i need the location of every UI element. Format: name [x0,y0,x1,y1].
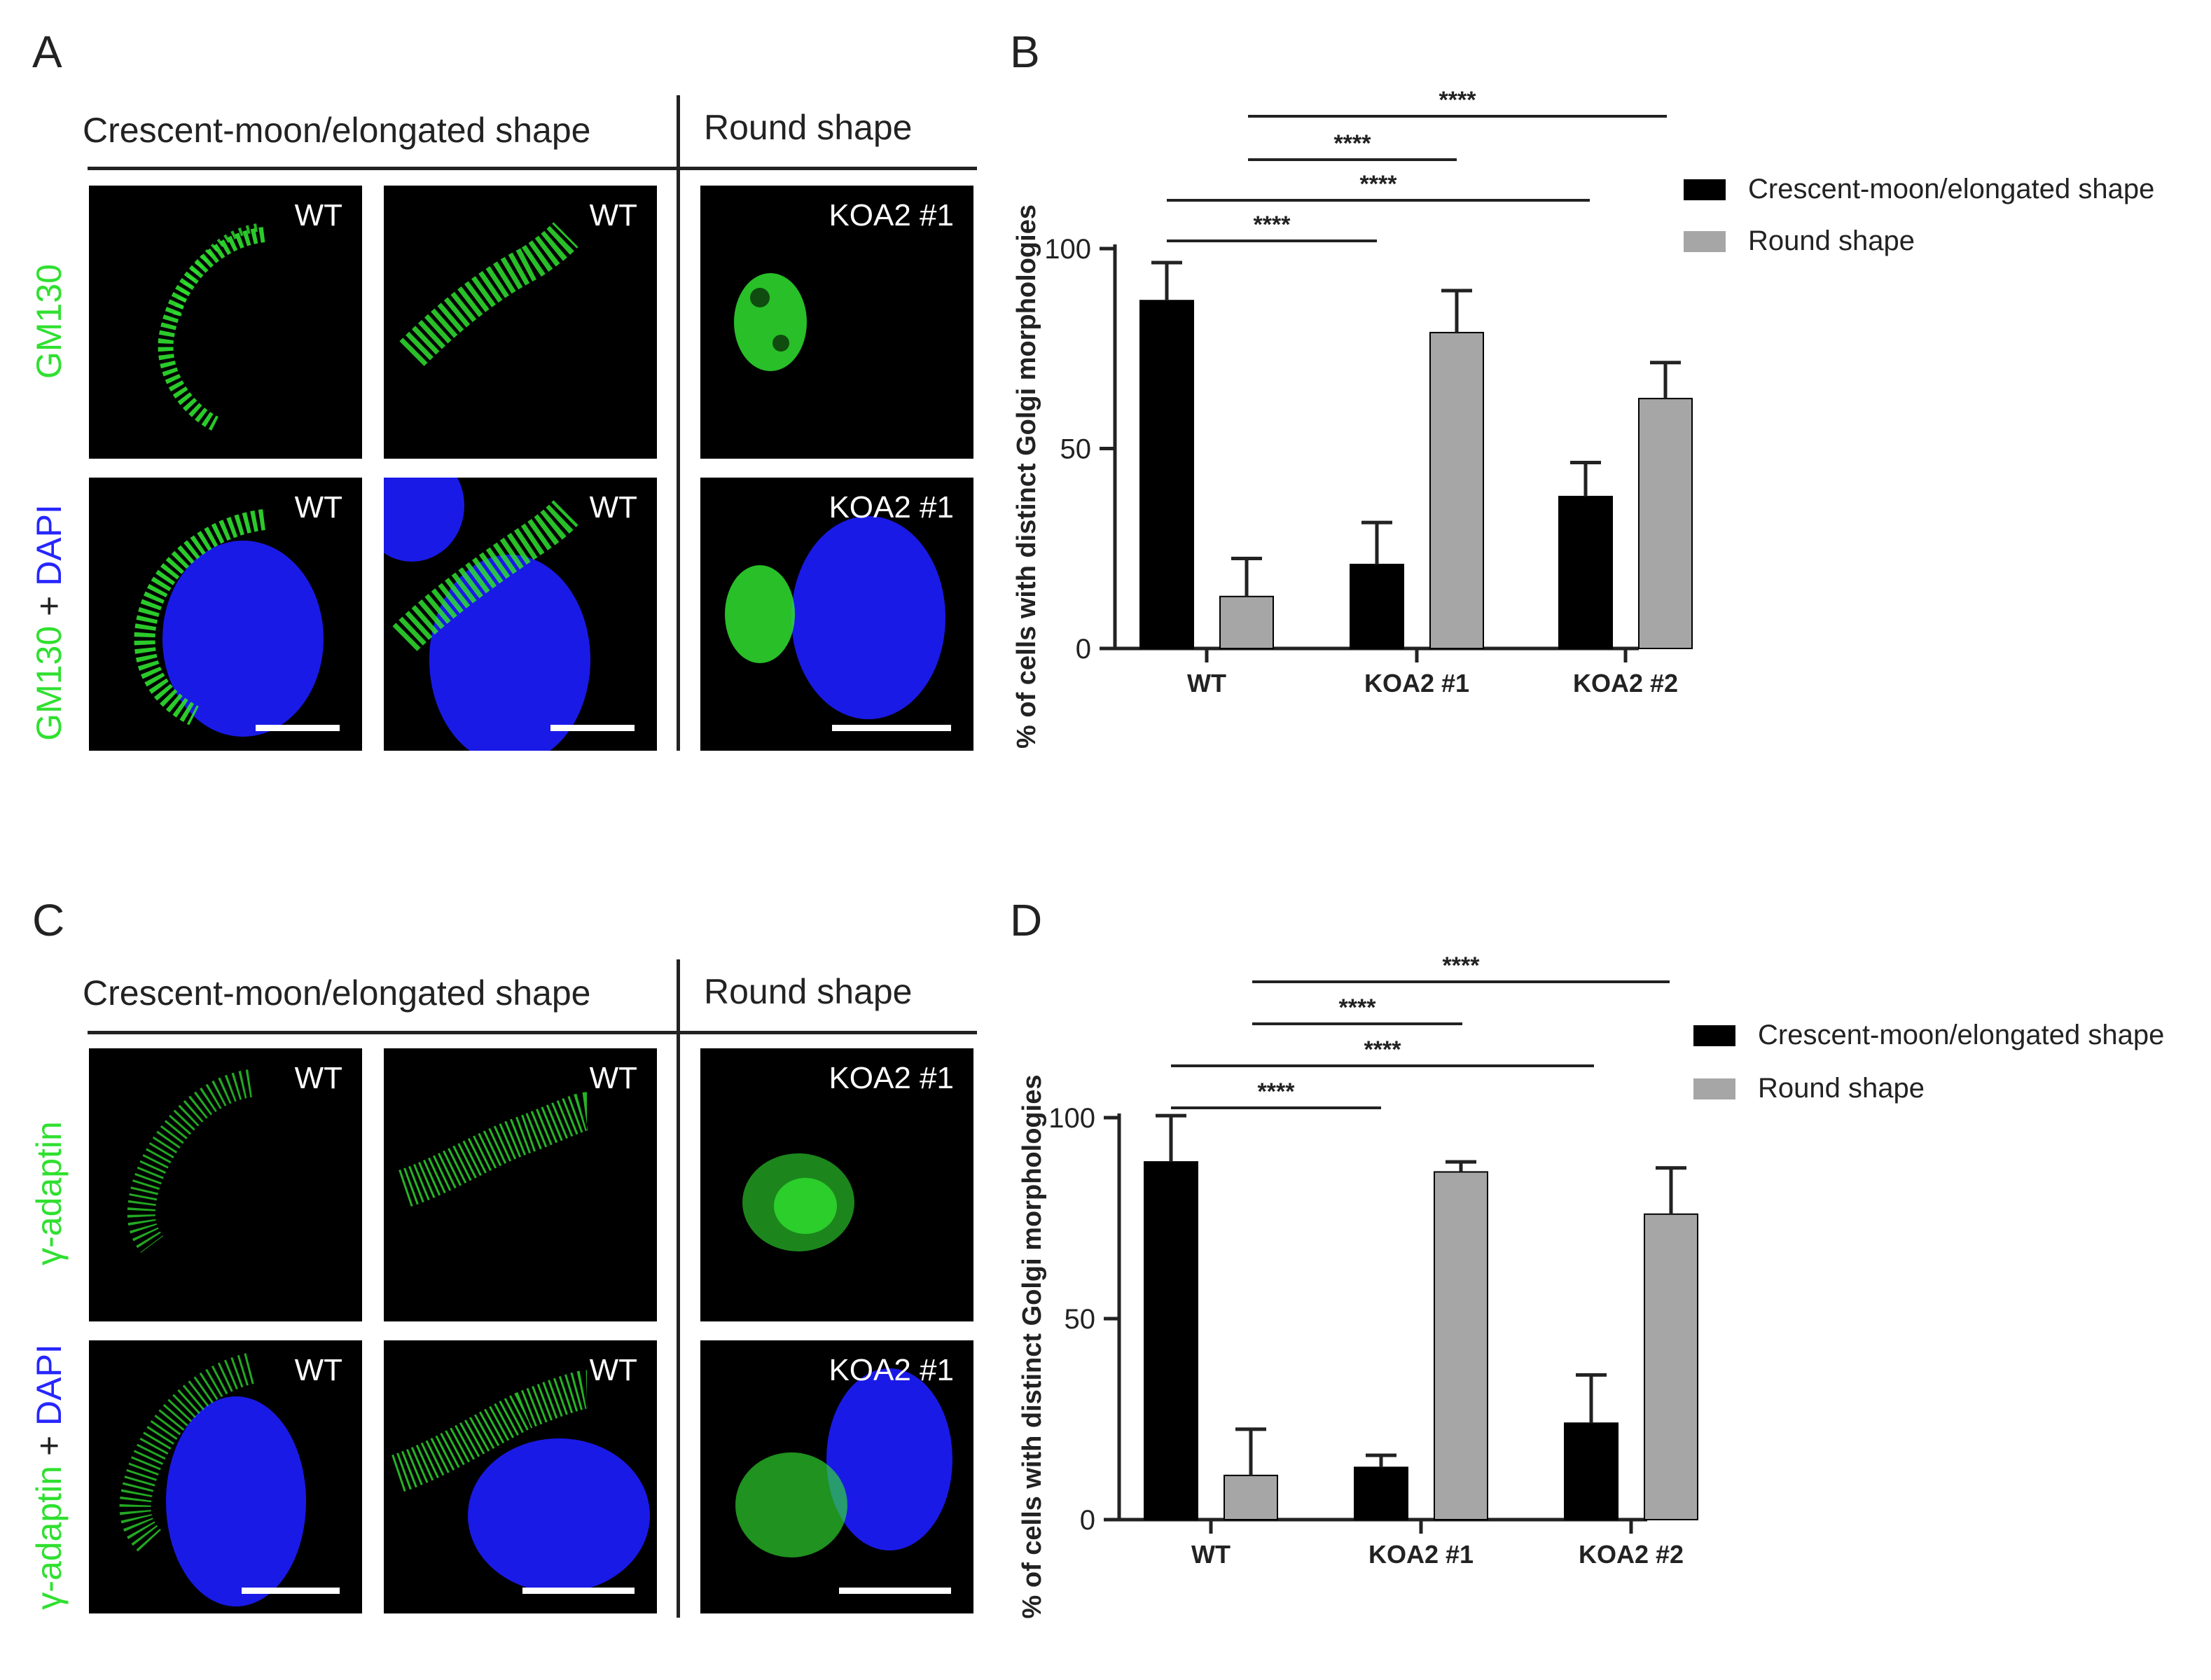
nucleus-stain-image [119,1353,306,1606]
y-tick-label: 100 [1044,234,1091,265]
image-label: KOA2 #1 [829,1061,954,1095]
nucleus-stain-image [134,509,324,737]
scale-bar [550,725,635,731]
x-tick-label: KOA2 #2 [1573,669,1678,697]
golgi-stain-image [742,1153,854,1251]
bar [1224,1474,1278,1521]
y-tick-label: 50 [1065,1304,1096,1335]
image-label: KOA2 #1 [829,198,954,232]
image-label: WT [294,1061,342,1095]
panel-c-image-koa2-dapi-1: KOA2 #1 [700,1340,973,1613]
bar [1429,331,1484,649]
scale-bar [256,725,340,731]
x-tick-label: WT [1187,669,1226,697]
panel-letter-c: C [32,895,65,945]
scale-bar [832,725,951,731]
panel-c-image-wt-dapi-2: WT [384,1340,657,1613]
y-tick-label: 0 [1076,634,1091,665]
image-label: WT [294,1353,342,1387]
significance-label: **** [1439,87,1477,113]
bar [1564,1422,1619,1520]
golgi-stain-image [398,1092,589,1207]
significance-label: **** [1334,130,1372,157]
panel-c-header-rule [88,1031,977,1034]
panel-letter-a: A [32,27,62,77]
y-tick-label: 50 [1060,434,1092,465]
image-label: WT [294,490,342,525]
x-tick-label: KOA2 #1 [1364,669,1469,697]
x-tick-label: KOA2 #2 [1579,1540,1684,1569]
chart-b-svg: 0 50 100% of cells with distinct Golgi mor… [1012,87,1693,749]
nucleus-stain-image [735,1368,952,1557]
panel-a-divider [677,95,680,751]
golgi-stain-image [158,223,265,431]
significance-label: **** [1339,994,1377,1021]
nucleus-stain-image [384,478,590,751]
legend-label: Crescent-moon/elongated shape [1748,174,2155,204]
bar [1139,300,1194,649]
panel-c-image-wt-dapi-1: WT [89,1340,362,1613]
x-tick-label: WT [1191,1540,1231,1569]
panel-a-image-wt-dapi-1: WT [89,478,362,751]
significance-label: **** [1258,1078,1296,1105]
significance-label: **** [1360,171,1398,197]
scale-bar [242,1588,340,1594]
chart-b-legend: Crescent-moon/elongated shape Round shap… [1684,174,2188,265]
panel-c-header-round: Round shape [704,972,913,1011]
y-tick-label: 0 [1080,1505,1095,1536]
bar [1638,398,1693,649]
legend-swatch-gray [1684,231,1726,252]
significance-label: **** [1254,211,1291,238]
y-axis-label: % of cells with distinct Golgi morpholog… [1018,1075,1047,1619]
image-label: WT [294,198,342,232]
y-axis-label: % of cells with distinct Golgi morpholog… [1012,204,1041,749]
legend-label: Round shape [1748,225,1915,256]
legend-swatch-black [1684,179,1726,200]
scale-bar [522,1588,635,1594]
nucleus-stain-image [391,1370,650,1592]
legend-swatch-black [1693,1025,1735,1046]
panel-c-header-elongated: Crescent-moon/elongated shape [83,973,591,1013]
bar [1354,1466,1408,1520]
chart-d-svg: 0 50 100% of cells with distinct Golgi mor… [1018,952,1698,1619]
bar [1144,1161,1198,1520]
chart-d-legend: Crescent-moon/elongated shape Round shap… [1693,1020,2198,1111]
panel-letter-b: B [1010,27,1040,77]
significance-label: **** [1443,952,1481,979]
panel-c-image-wt-2: WT [384,1048,657,1321]
panel-a-header-elongated: Crescent-moon/elongated shape [83,111,591,150]
nucleus-stain-image [725,516,945,719]
panel-a-image-wt-dapi-2: WT [384,478,657,751]
panel-a-image-koa2-1: KOA2 #1 [700,186,973,459]
significance-label: **** [1364,1036,1402,1063]
legend-label: Crescent-moon/elongated shape [1758,1020,2165,1050]
panel-c-image-wt-1: WT [89,1048,362,1321]
image-label: WT [589,1061,637,1095]
panel-a-image-wt-2: WT [384,186,657,459]
x-tick-label: KOA2 #1 [1368,1540,1474,1569]
legend-label: Round shape [1758,1073,1925,1104]
panel-a-image-koa2-dapi-1: KOA2 #1 [700,478,973,751]
legend-swatch-gray [1693,1078,1735,1099]
golgi-stain-image [734,273,807,371]
image-label: WT [589,490,637,525]
panel-a-image-wt-1: WT [89,186,362,459]
scale-bar [839,1588,951,1594]
golgi-stain-image [399,222,578,366]
panel-c-divider [677,959,680,1618]
image-label: KOA2 #1 [829,1353,954,1387]
panel-c-image-koa2-1: KOA2 #1 [700,1048,973,1321]
bar [1558,496,1613,650]
panel-a-header-round: Round shape [704,108,913,147]
bar [1434,1171,1488,1520]
image-label: KOA2 #1 [829,490,954,525]
bar [1644,1213,1698,1520]
image-label: WT [589,1353,637,1387]
image-label: WT [589,198,637,232]
panel-a-header-rule [88,167,977,170]
panel-letter-d: D [1010,895,1043,945]
y-tick-label: 100 [1048,1103,1095,1134]
